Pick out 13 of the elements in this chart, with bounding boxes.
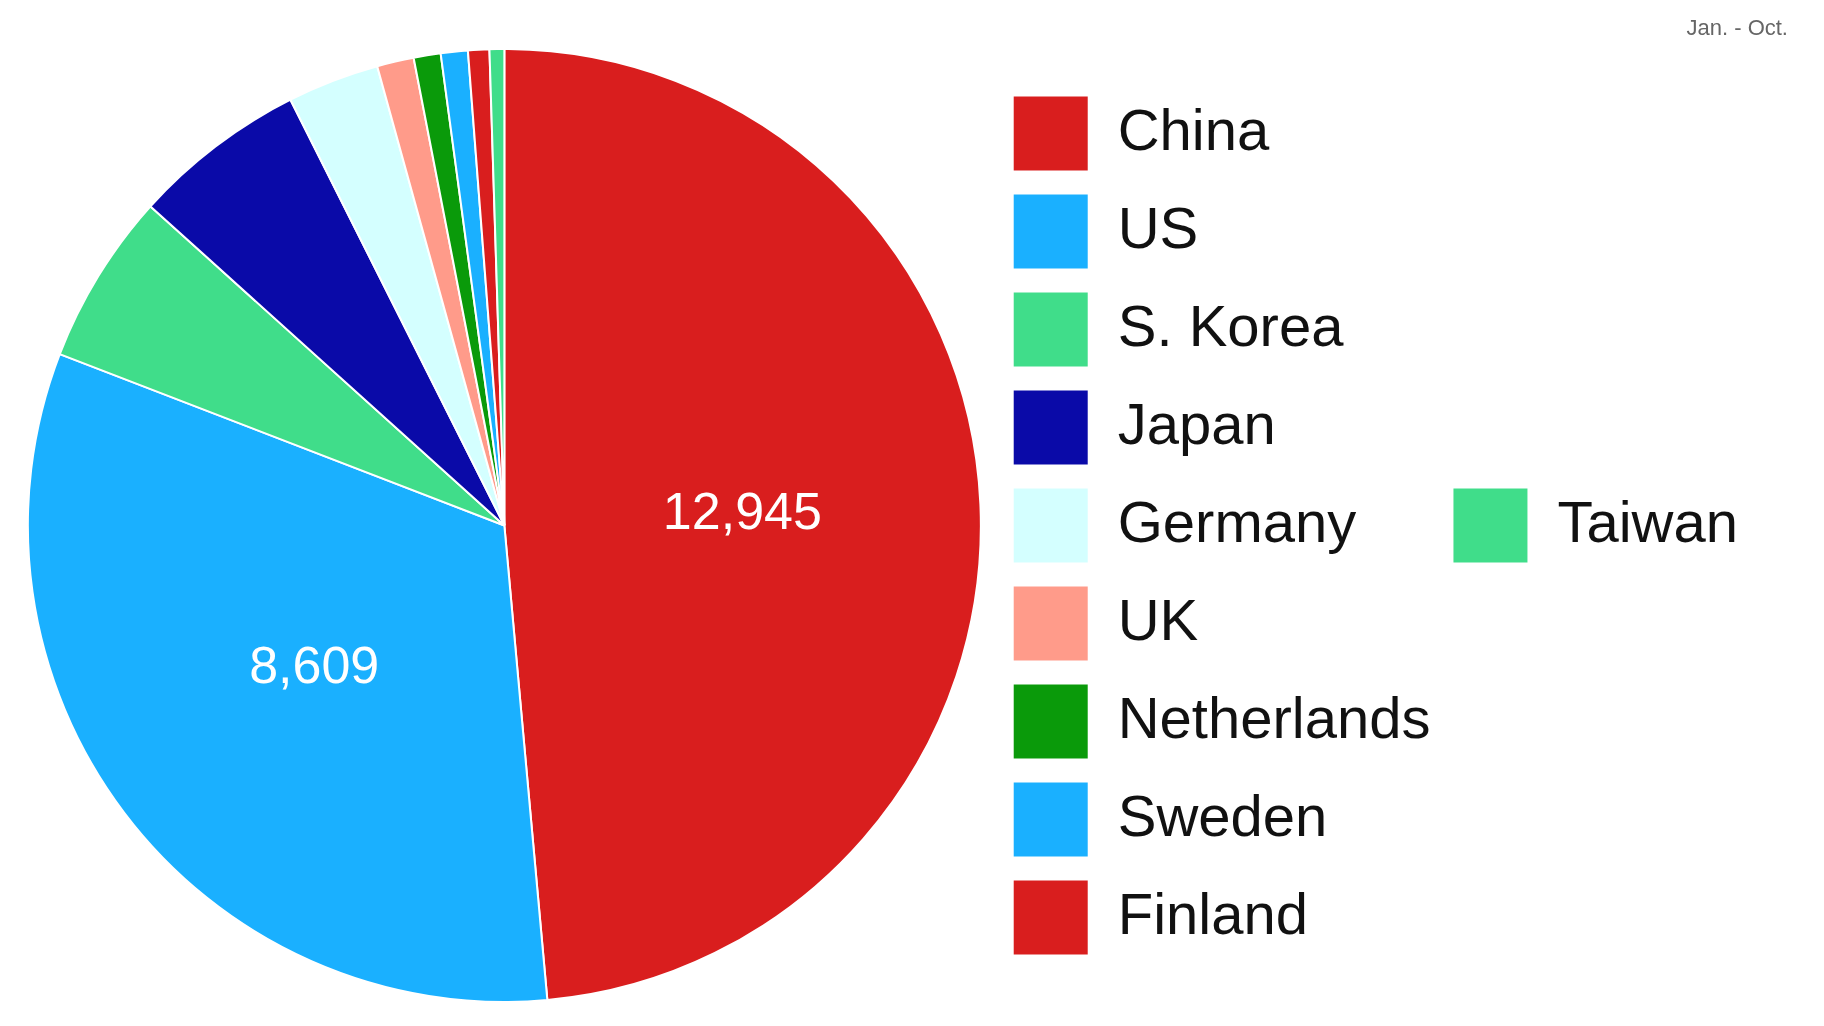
legend-label: Finland	[1117, 880, 1308, 946]
text: Jan. - Oct.	[1686, 15, 1788, 41]
legend-label: Netherlands	[1117, 684, 1431, 750]
data-label: 8,609	[249, 636, 380, 695]
legend-label: China	[1117, 96, 1270, 162]
data-label: 12,945	[662, 482, 822, 541]
legend-label: Japan	[1117, 390, 1276, 456]
legend-label: Taiwan	[1557, 488, 1738, 554]
legend-label: UK	[1117, 586, 1199, 652]
legend-label: Germany	[1117, 488, 1357, 554]
legend-label: US	[1117, 194, 1199, 260]
legend-label: Sweden	[1117, 782, 1328, 848]
legend-label: S. Korea	[1117, 292, 1345, 358]
